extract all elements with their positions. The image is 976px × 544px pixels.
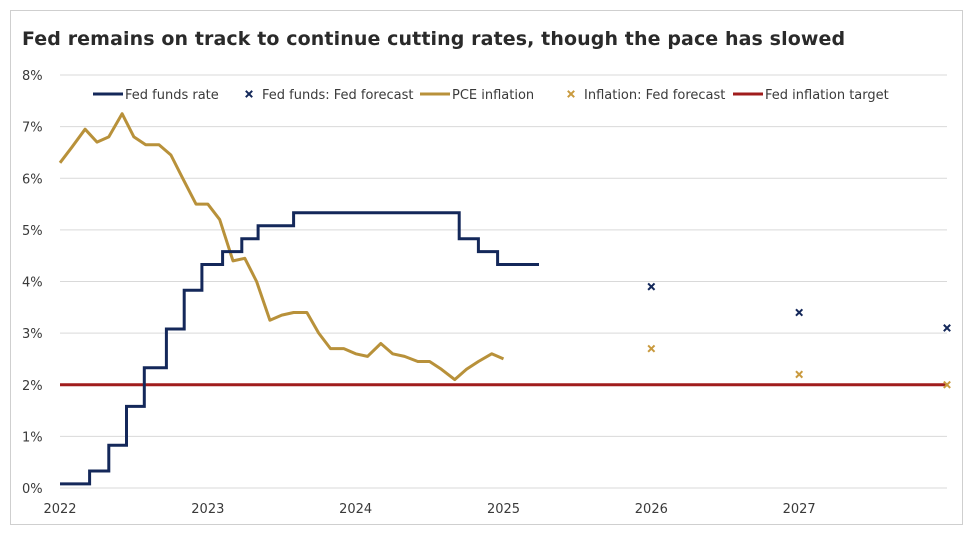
y-tick-label: 4% — [22, 276, 43, 291]
y-tick-label: 3% — [22, 327, 43, 342]
chart-frame — [10, 10, 963, 525]
legend-item: Inflation: Fed forecast — [567, 88, 725, 103]
x-tick-label: 2026 — [635, 502, 668, 517]
forecast-marker — [795, 370, 804, 379]
fed-funds-line — [60, 211, 539, 486]
grid-lines — [60, 74, 947, 489]
forecast-marker — [795, 308, 804, 317]
forecast-marker — [943, 380, 951, 389]
forecast-marker — [647, 344, 656, 353]
legend: Fed funds rate Fed funds: Fed forecast PCE… — [93, 88, 889, 103]
legend-label: PCE inflation — [452, 88, 534, 103]
x-tick-label: 2024 — [339, 502, 372, 517]
series-layer — [58, 112, 951, 486]
y-tick-label: 8% — [22, 69, 43, 84]
x-axis-ticks: 2022 2023 2024 2025 2026 2027 — [43, 502, 815, 517]
y-tick-label: 0% — [22, 482, 43, 497]
chart-title: Fed remains on track to continue cutting… — [22, 28, 846, 50]
legend-item: PCE inflation — [420, 88, 534, 103]
y-tick-label: 1% — [22, 430, 43, 445]
x-tick-label: 2022 — [43, 502, 76, 517]
y-tick-label: 5% — [22, 224, 43, 239]
legend-label: Fed funds: Fed forecast — [262, 88, 413, 103]
legend-item: Fed funds rate — [93, 88, 219, 103]
legend-marker — [245, 90, 253, 98]
forecast-marker — [943, 324, 951, 332]
y-axis-ticks: 0% 1% 2% 3% 4% 5% 6% 7% 8% — [22, 69, 43, 497]
y-tick-label: 7% — [22, 121, 43, 136]
forecast-marker — [647, 282, 656, 291]
legend-item: Fed inflation target — [733, 88, 889, 103]
x-tick-label: 2023 — [191, 502, 224, 517]
y-tick-label: 2% — [22, 379, 43, 394]
legend-label: Fed funds rate — [125, 88, 219, 103]
pce-inflation-line — [58, 112, 505, 382]
legend-item: Fed funds: Fed forecast — [245, 88, 413, 103]
legend-label: Inflation: Fed forecast — [584, 88, 725, 103]
legend-marker — [567, 90, 575, 98]
x-tick-label: 2025 — [487, 502, 520, 517]
y-tick-label: 6% — [22, 172, 43, 187]
x-tick-label: 2027 — [783, 502, 816, 517]
legend-label: Fed inflation target — [765, 88, 889, 103]
